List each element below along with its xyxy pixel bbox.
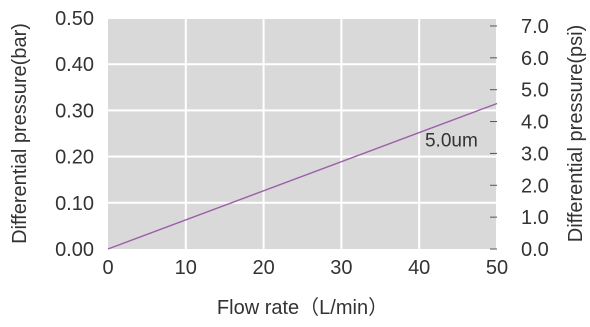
x-tick-label: 40 — [408, 257, 430, 279]
right-y-tick-label: 0.0 — [521, 239, 549, 261]
x-tick-label: 50 — [486, 257, 508, 279]
right-y-tick-label: 4.0 — [521, 112, 549, 134]
left-y-tick-label: 0.50 — [55, 8, 94, 30]
left-y-tick-label: 0.00 — [55, 239, 94, 261]
x-tick-label: 30 — [330, 257, 352, 279]
right-y-tick-label: 1.0 — [521, 207, 549, 229]
right-axis-tick-marks — [490, 25, 497, 250]
left-y-tick-labels: 0.00 0.10 0.20 0.30 0.40 0.50 — [55, 8, 94, 261]
left-y-tick-label: 0.20 — [55, 147, 94, 169]
x-tick-labels: 0 10 20 30 40 50 — [102, 257, 508, 279]
x-axis-title: Flow rate（L/min） — [217, 296, 388, 319]
left-y-tick-label: 0.40 — [55, 54, 94, 76]
left-y-tick-label: 0.30 — [55, 100, 94, 122]
x-tick-label: 10 — [175, 257, 197, 279]
right-y-axis-title: Differential pressure(psi) — [565, 25, 587, 243]
x-tick-label: 0 — [102, 257, 113, 279]
right-y-tick-label: 7.0 — [521, 16, 549, 38]
grid-lines — [108, 17, 498, 249]
right-y-tick-label: 2.0 — [521, 175, 549, 197]
series-layer: 5.0um — [107, 102, 498, 250]
series-line — [107, 102, 498, 250]
series-label: 5.0um — [425, 131, 478, 152]
x-tick-label: 20 — [252, 257, 274, 279]
right-y-tick-label: 3.0 — [521, 143, 549, 165]
left-y-axis-title: Differential pressure(bar) — [9, 23, 31, 244]
left-y-tick-label: 0.10 — [55, 193, 94, 215]
right-y-tick-labels: 0.0 1.0 2.0 3.0 4.0 5.0 6.0 7.0 — [521, 16, 549, 261]
right-y-tick-label: 5.0 — [521, 80, 549, 102]
plot-background — [108, 18, 497, 249]
right-y-tick-label: 6.0 — [521, 48, 549, 70]
